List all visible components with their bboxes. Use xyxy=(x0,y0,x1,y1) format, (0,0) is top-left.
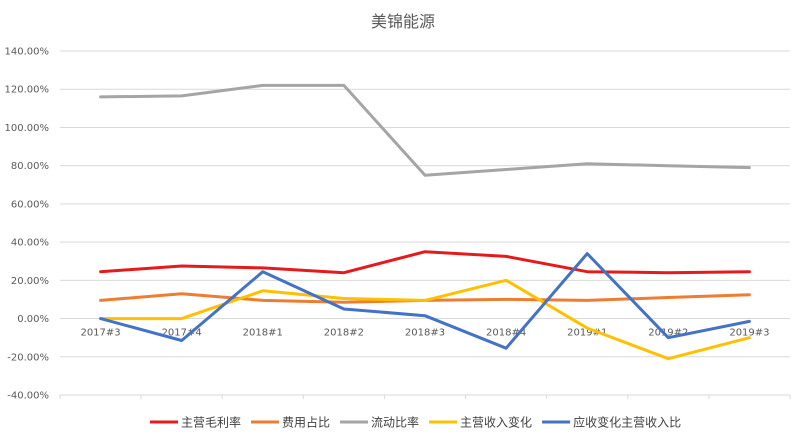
x-tick-label: 2018#1 xyxy=(243,328,283,339)
legend-label: 费用占比 xyxy=(282,415,330,430)
y-tick-label: 0.00% xyxy=(17,314,49,325)
legend-label: 流动比率 xyxy=(371,415,419,430)
y-tick-label: -40.00% xyxy=(7,391,49,402)
legend-label: 应收变化主营收入比 xyxy=(573,415,681,430)
y-tick-label: -20.00% xyxy=(7,352,49,363)
series-line-4 xyxy=(99,252,751,350)
x-tick-label: 2018#4 xyxy=(486,328,526,339)
y-axis-labels: -40.00% -20.00% 0.00% 20.00% 40.00% 60.00% 80.… xyxy=(5,47,50,402)
y-tick-label: 140.00% xyxy=(5,47,50,58)
x-tick-label: 2018#3 xyxy=(405,328,445,339)
x-axis-labels: 2017#3 2017#4 2018#1 2018#2 2018#3 2018#4 2019… xyxy=(80,328,769,339)
y-tick-label: 120.00% xyxy=(5,85,50,96)
chart-title: 美锦能源 xyxy=(371,12,435,31)
legend-label: 主营毛利率 xyxy=(181,415,241,430)
legend-label: 主营收入变化 xyxy=(460,415,532,430)
y-tick-label: 40.00% xyxy=(11,238,49,249)
y-tick-label: 80.00% xyxy=(11,161,49,172)
series-line-0 xyxy=(99,250,751,275)
series-line-3 xyxy=(99,278,751,361)
x-tick-label: 2018#2 xyxy=(324,328,364,339)
series-line-2 xyxy=(99,83,751,177)
x-tick-label: 2017#4 xyxy=(162,328,202,339)
series-lines xyxy=(99,83,751,361)
y-tick-label: 20.00% xyxy=(11,276,49,287)
x-tick-label: 2019#1 xyxy=(567,328,607,339)
grid xyxy=(59,50,791,399)
x-tick-label: 2019#2 xyxy=(648,328,688,339)
y-tick-label: 60.00% xyxy=(11,199,49,210)
y-tick-label: 100.00% xyxy=(5,123,50,134)
legend: 主营毛利率 费用占比 流动比率 主营收入变化 应收变化主营收入比 xyxy=(150,415,681,430)
x-tick-label: 2019#3 xyxy=(729,328,769,339)
x-tick-label: 2017#3 xyxy=(80,328,120,339)
